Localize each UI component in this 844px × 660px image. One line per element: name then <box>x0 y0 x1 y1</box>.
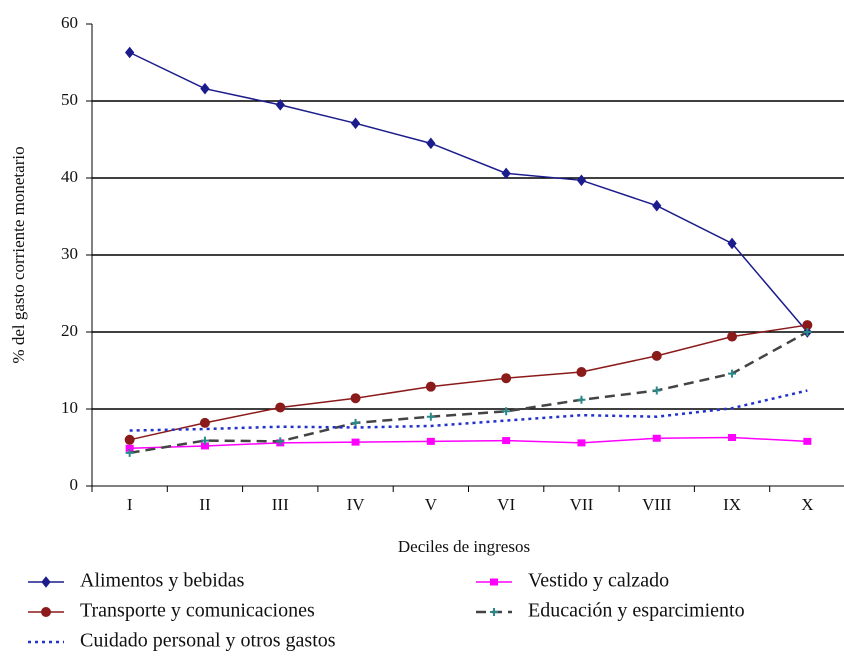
marker <box>426 412 435 421</box>
x-tick-label: VIII <box>642 495 672 514</box>
x-tick-label: II <box>199 495 211 514</box>
marker <box>351 438 360 446</box>
marker <box>501 373 512 384</box>
marker <box>728 369 737 378</box>
series-line <box>129 51 808 333</box>
marker <box>577 395 586 404</box>
marker <box>576 174 587 187</box>
series-line <box>129 330 808 455</box>
marker <box>41 576 51 588</box>
marker <box>728 433 737 441</box>
legend-label: Vestido y calzado <box>528 570 669 592</box>
y-axis-label: % del gasto corriente monetario <box>9 146 28 363</box>
marker <box>200 82 210 95</box>
y-tick-label: 0 <box>70 475 79 494</box>
marker <box>350 393 361 404</box>
legend-label: Educación y esparcimiento <box>528 600 745 622</box>
marker <box>426 137 436 150</box>
marker <box>200 436 209 445</box>
y-tick-label: 40 <box>61 167 78 186</box>
y-tick-label: 50 <box>61 90 78 109</box>
marker <box>275 99 285 111</box>
marker <box>350 117 361 130</box>
marker <box>803 437 812 445</box>
marker <box>502 437 511 445</box>
marker <box>425 381 436 392</box>
marker <box>576 367 587 378</box>
marker <box>577 439 586 447</box>
marker <box>125 46 135 59</box>
x-tick-label: X <box>801 495 813 514</box>
y-tick-label: 20 <box>61 321 78 340</box>
marker <box>727 237 737 250</box>
marker <box>652 434 661 442</box>
x-tick-label: VII <box>570 495 594 514</box>
marker <box>652 386 661 395</box>
legend-label: Cuidado personal y otros gastos <box>80 630 336 652</box>
marker <box>124 434 135 445</box>
y-tick-label: 10 <box>61 398 78 417</box>
series-line <box>129 324 808 441</box>
x-tick-label: III <box>272 495 289 514</box>
y-tick-label: 60 <box>61 13 78 32</box>
x-tick-label: IV <box>347 495 366 514</box>
series-line <box>129 389 808 432</box>
marker <box>490 608 498 616</box>
marker <box>41 607 51 617</box>
marker <box>727 331 738 342</box>
y-tick-label: 30 <box>61 244 78 263</box>
marker <box>651 350 662 361</box>
legend-label: Transporte y comunicaciones <box>80 600 315 622</box>
x-tick-label: I <box>127 495 133 514</box>
marker <box>652 199 662 212</box>
marker <box>275 402 286 413</box>
x-axis-label: Deciles de ingresos <box>398 537 530 556</box>
x-tick-label: VI <box>497 495 515 514</box>
marker <box>351 418 360 427</box>
marker <box>426 437 435 445</box>
series-line <box>129 436 808 450</box>
marker <box>803 328 812 336</box>
x-tick-label: V <box>425 495 438 514</box>
x-tick-label: IX <box>723 495 741 514</box>
marker <box>501 167 511 180</box>
marker <box>502 407 511 416</box>
marker <box>199 417 210 428</box>
marker <box>276 437 285 446</box>
marker <box>490 578 498 586</box>
legend-label: Alimentos y bebidas <box>80 570 245 592</box>
marker <box>125 448 134 457</box>
